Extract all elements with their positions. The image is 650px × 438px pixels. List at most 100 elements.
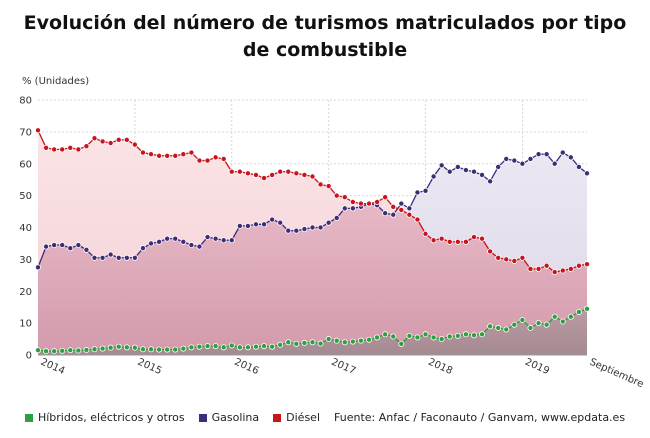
data-point-hibridos xyxy=(519,316,526,323)
data-point-hibridos xyxy=(164,346,171,353)
data-point-hibridos xyxy=(317,340,324,347)
data-point-diesel xyxy=(285,168,292,175)
data-point-gasolina xyxy=(341,205,348,212)
data-point-hibridos xyxy=(244,344,251,351)
data-point-hibridos xyxy=(212,343,219,350)
data-point-hibridos xyxy=(196,343,203,350)
data-point-hibridos xyxy=(83,346,90,353)
data-point-gasolina xyxy=(495,163,502,170)
data-point-hibridos xyxy=(543,321,550,328)
source-note: Fuente: Anfac / Faconauto / Ganvam, www.… xyxy=(334,411,626,424)
data-point-gasolina xyxy=(228,237,235,244)
data-point-gasolina xyxy=(390,211,397,218)
data-point-gasolina xyxy=(519,160,526,167)
data-point-hibridos xyxy=(301,339,308,346)
data-point-gasolina xyxy=(317,224,324,231)
data-point-diesel xyxy=(180,151,187,158)
y-tick-label: 60 xyxy=(19,159,32,170)
data-point-gasolina xyxy=(75,242,82,249)
legend: Híbridos, eléctricos y otros Gasolina Di… xyxy=(0,411,650,424)
data-point-hibridos xyxy=(172,346,179,353)
data-point-diesel xyxy=(83,143,90,150)
y-tick-label: 50 xyxy=(19,191,32,202)
data-point-gasolina xyxy=(236,222,243,229)
data-point-gasolina xyxy=(511,157,518,164)
data-point-hibridos xyxy=(269,343,276,350)
y-tick-label: 70 xyxy=(19,127,32,138)
data-point-gasolina xyxy=(438,162,445,169)
data-point-diesel xyxy=(212,154,219,161)
data-point-hibridos xyxy=(43,348,50,355)
y-tick-label: 40 xyxy=(19,223,32,234)
data-point-diesel xyxy=(551,269,558,276)
data-point-hibridos xyxy=(414,334,421,341)
data-point-diesel xyxy=(382,194,389,201)
y-tick-label: 20 xyxy=(19,287,32,298)
data-point-hibridos xyxy=(285,339,292,346)
data-point-gasolina xyxy=(285,227,292,234)
data-point-diesel xyxy=(236,168,243,175)
data-point-hibridos xyxy=(75,347,82,354)
data-point-diesel xyxy=(244,170,251,177)
data-point-hibridos xyxy=(123,344,130,351)
data-point-diesel xyxy=(196,157,203,164)
data-point-gasolina xyxy=(139,245,146,252)
data-point-diesel xyxy=(575,262,582,269)
data-point-diesel xyxy=(446,238,453,245)
data-point-diesel xyxy=(584,261,591,268)
data-point-hibridos xyxy=(180,345,187,352)
data-point-hibridos xyxy=(51,348,58,355)
data-point-gasolina xyxy=(422,187,429,194)
data-point-hibridos xyxy=(398,340,405,347)
data-point-gasolina xyxy=(172,235,179,242)
data-point-diesel xyxy=(366,200,373,207)
data-point-gasolina xyxy=(349,205,356,212)
legend-swatch-diesel xyxy=(273,413,282,422)
data-point-hibridos xyxy=(495,324,502,331)
data-point-diesel xyxy=(543,262,550,269)
area-hibridos xyxy=(38,308,587,355)
data-point-gasolina xyxy=(462,167,469,174)
y-tick-label: 0 xyxy=(26,351,32,362)
data-point-gasolina xyxy=(115,254,122,261)
data-point-gasolina xyxy=(333,214,340,221)
data-point-gasolina xyxy=(293,227,300,234)
data-point-hibridos xyxy=(309,339,316,346)
data-point-diesel xyxy=(269,171,276,178)
data-point-gasolina xyxy=(164,235,171,242)
data-point-hibridos xyxy=(333,337,340,344)
data-point-diesel xyxy=(293,170,300,177)
data-point-gasolina xyxy=(454,163,461,170)
data-point-diesel xyxy=(43,144,50,151)
data-point-hibridos xyxy=(584,305,591,312)
x-tick-label: 2014 xyxy=(39,357,67,377)
x-tick-label: 2017 xyxy=(329,357,357,377)
data-point-gasolina xyxy=(551,160,558,167)
data-point-diesel xyxy=(107,140,114,147)
x-tick-label: 2015 xyxy=(136,357,164,377)
data-point-hibridos xyxy=(91,346,98,353)
data-point-hibridos xyxy=(527,324,534,331)
data-point-hibridos xyxy=(503,326,510,333)
data-point-gasolina xyxy=(196,243,203,250)
data-point-gasolina xyxy=(148,240,155,247)
data-point-hibridos xyxy=(390,333,397,340)
data-point-gasolina xyxy=(83,246,90,253)
data-point-diesel xyxy=(422,230,429,237)
data-point-gasolina xyxy=(527,155,534,162)
data-point-gasolina xyxy=(91,254,98,261)
data-point-diesel xyxy=(487,248,494,255)
data-point-hibridos xyxy=(567,313,574,320)
data-point-hibridos xyxy=(535,320,542,327)
data-point-hibridos xyxy=(59,347,66,354)
data-point-gasolina xyxy=(131,254,138,261)
data-point-hibridos xyxy=(422,331,429,338)
data-point-diesel xyxy=(301,171,308,178)
data-point-gasolina xyxy=(470,168,477,175)
data-point-diesel xyxy=(131,141,138,148)
data-point-gasolina xyxy=(212,235,219,242)
data-point-diesel xyxy=(406,211,413,218)
data-point-diesel xyxy=(123,136,130,143)
data-point-diesel xyxy=(99,138,106,145)
